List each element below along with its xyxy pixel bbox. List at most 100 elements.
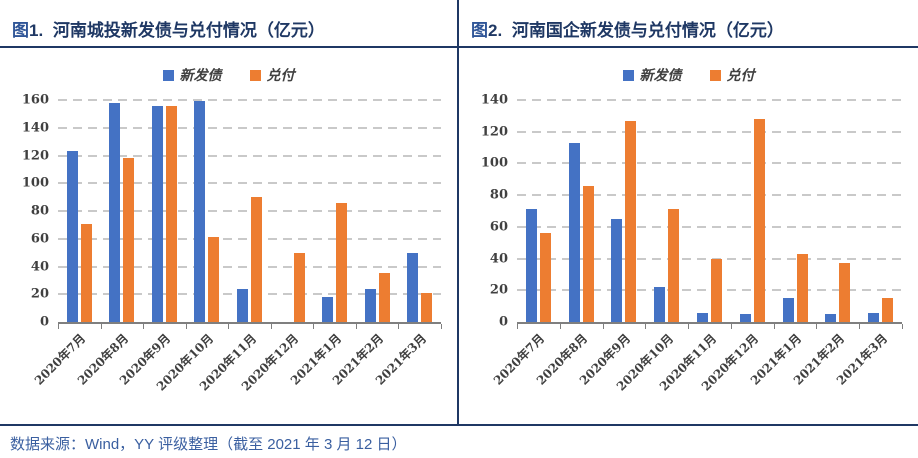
x-axis-tick xyxy=(398,324,400,329)
bar-group xyxy=(816,100,859,322)
bar-redemption xyxy=(336,202,348,322)
x-axis-tick xyxy=(773,324,775,329)
figure-2-plot-area: 0 20 40 60 80 100 120 140 2020年7月 2020年8月 2020年9月 2… xyxy=(481,94,903,394)
bar-group xyxy=(271,100,314,322)
figure-2-legend: 新发债 兑付 xyxy=(459,63,918,87)
y-axis-tick-label: 120 xyxy=(480,124,508,140)
figure-2-panel: 图2. 河南国企新发债与兑付情况（亿元） 新发债 兑付 0 20 40 60 80 100… xyxy=(459,0,918,424)
bar-new-issue xyxy=(525,209,537,322)
x-axis-tick xyxy=(517,324,518,329)
gridline xyxy=(58,265,441,268)
y-axis-tick-label: 60 xyxy=(30,231,49,247)
bar-group xyxy=(603,100,646,322)
bar-group xyxy=(859,100,902,322)
y-axis-tick-label: 80 xyxy=(30,203,49,219)
gridline xyxy=(517,99,902,101)
x-axis-tick xyxy=(185,324,187,329)
legend-item-new-issue: 新发债 xyxy=(162,65,222,85)
bar-group xyxy=(688,100,731,322)
bar-redemption xyxy=(796,253,808,322)
bar-redemption xyxy=(80,223,92,322)
x-axis-tick xyxy=(58,324,59,329)
bar-redemption xyxy=(711,258,723,322)
new-issue-swatch-icon xyxy=(622,69,634,81)
bar-new-issue xyxy=(407,252,419,322)
source-note-text: 数据来源：Wind，YY 评级整理（截至 2021 年 3 月 12 日） xyxy=(10,436,407,453)
bar-redemption xyxy=(251,197,263,322)
bar-new-issue xyxy=(364,288,376,322)
legend-label-redemption: 兑付 xyxy=(726,68,755,84)
legend-item-new-issue: 新发债 xyxy=(622,65,682,85)
bar-new-issue xyxy=(868,312,880,322)
gridline xyxy=(517,162,902,165)
bar-new-issue xyxy=(739,314,751,322)
bar-new-issue xyxy=(194,101,206,322)
gridline xyxy=(517,130,902,133)
gridline xyxy=(58,99,441,101)
bar-new-issue xyxy=(237,288,249,322)
x-axis-tick xyxy=(441,324,442,329)
y-axis-tick-label: 20 xyxy=(30,286,49,302)
y-axis-tick-label: 100 xyxy=(21,175,49,191)
source-note: 数据来源：Wind，YY 评级整理（截至 2021 年 3 月 12 日） xyxy=(0,424,918,458)
bar-redemption xyxy=(753,119,765,322)
redemption-swatch-icon xyxy=(709,69,721,81)
y-axis-tick-label: 60 xyxy=(489,219,508,235)
gridline xyxy=(58,154,441,157)
gridline xyxy=(58,182,441,185)
figure-1-title: 图1. 河南城投新发债与兑付情况（亿元） xyxy=(0,0,457,48)
bar-group xyxy=(143,100,186,322)
figure-2-number: 2. xyxy=(488,21,503,40)
y-axis-tick-label: 40 xyxy=(489,251,508,267)
x-axis-tick xyxy=(228,324,230,329)
gridline xyxy=(517,289,902,292)
figure-1-prefix: 图 xyxy=(12,21,29,40)
bar-new-issue xyxy=(697,312,709,322)
x-axis-tick xyxy=(143,324,145,329)
x-axis-tick-label: 2020年7月 xyxy=(491,331,548,388)
bar-new-issue xyxy=(568,142,580,322)
figure-1-number: 1. xyxy=(29,21,44,40)
y-axis-tick-label: 0 xyxy=(498,314,508,330)
x-axis-tick xyxy=(645,324,647,329)
figure-1-plot-area: 0 20 40 60 80 100 120 140 160 2020年7月 2020年8月 2020年… xyxy=(22,94,442,394)
legend-label-new-issue: 新发债 xyxy=(179,68,222,84)
x-axis-tick xyxy=(688,324,690,329)
new-issue-swatch-icon xyxy=(162,69,174,81)
figure-1-panel: 图1. 河南城投新发债与兑付情况（亿元） 新发债 兑付 0 20 40 60 80 100… xyxy=(0,0,459,424)
gridline xyxy=(58,210,441,212)
bar-new-issue xyxy=(611,218,623,322)
bar-group xyxy=(645,100,688,322)
bar-group xyxy=(774,100,817,322)
bar-new-issue xyxy=(825,314,837,322)
figure-1-legend: 新发债 兑付 xyxy=(0,63,457,87)
gridline xyxy=(517,225,902,228)
y-axis-tick-label: 140 xyxy=(21,120,49,136)
x-axis-tick-label: 2020年7月 xyxy=(32,331,89,388)
bar-group xyxy=(313,100,356,322)
figures-row: 图1. 河南城投新发债与兑付情况（亿元） 新发债 兑付 0 20 40 60 80 100… xyxy=(0,0,918,424)
figure-1-chart: 新发债 兑付 0 20 40 60 80 100 120 140 160 2020年7月 2020年… xyxy=(0,63,457,394)
figure-2-title: 图2. 河南国企新发债与兑付情况（亿元） xyxy=(459,0,918,48)
legend-label-new-issue: 新发债 xyxy=(639,68,682,84)
x-axis-tick xyxy=(816,324,818,329)
figure-2-prefix: 图 xyxy=(471,21,488,40)
legend-item-redemption: 兑付 xyxy=(249,65,295,85)
bar-group xyxy=(101,100,144,322)
bar-group xyxy=(560,100,603,322)
x-axis-tick xyxy=(355,324,357,329)
y-axis-tick-label: 80 xyxy=(489,187,508,203)
bar-redemption xyxy=(208,237,220,322)
x-axis-tick xyxy=(270,324,272,329)
bar-redemption xyxy=(625,120,637,322)
gridline xyxy=(58,237,441,240)
gridline xyxy=(58,293,441,296)
figure-2-title-text: 河南国企新发债与兑付情况（亿元） xyxy=(511,21,784,40)
figure-1-title-text: 河南城投新发债与兑付情况（亿元） xyxy=(52,21,325,40)
y-axis-tick-label: 160 xyxy=(21,92,49,108)
legend-item-redemption: 兑付 xyxy=(709,65,755,85)
gridline xyxy=(517,194,902,197)
bar-group xyxy=(517,100,560,322)
bar-new-issue xyxy=(66,151,78,322)
y-axis-tick-label: 100 xyxy=(480,155,508,171)
